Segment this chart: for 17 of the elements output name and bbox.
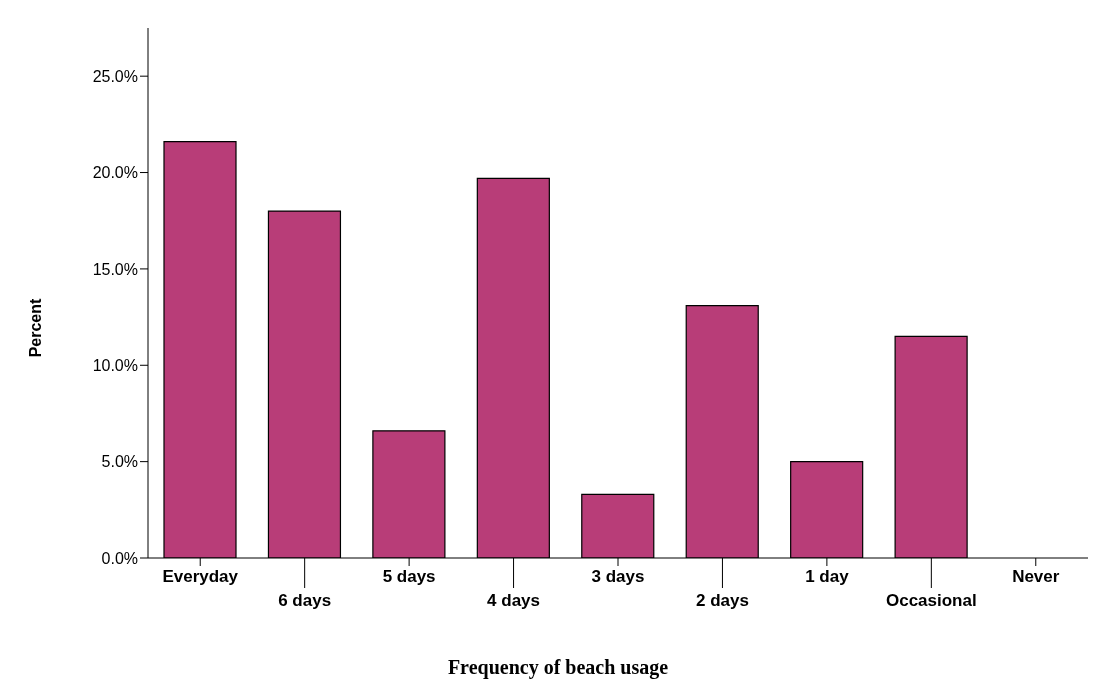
y-tick-label: 0.0% <box>101 549 138 567</box>
x-tick-label: 2 days <box>695 591 749 610</box>
y-tick-label: 10.0% <box>92 356 138 374</box>
x-axis-title: Frequency of beach usage <box>446 656 670 679</box>
x-tick-label: 4 days <box>487 591 541 610</box>
y-tick-label: 5.0% <box>101 453 138 471</box>
y-tick-label: 20.0% <box>92 164 138 182</box>
y-tick-label: 25.0% <box>92 67 138 85</box>
y-axis-title: Percent <box>27 298 45 358</box>
y-tick-label: 15.0% <box>92 260 138 278</box>
x-tick-label: 1 day <box>805 567 850 586</box>
x-tick-label: 5 days <box>382 567 436 586</box>
x-tick-label: Occasional <box>885 591 977 610</box>
x-tick-label: Everyday <box>162 567 239 586</box>
x-tick-label: Never <box>1012 567 1060 586</box>
x-tick-label: 6 days <box>278 591 332 610</box>
x-tick-label: 3 days <box>591 567 645 586</box>
